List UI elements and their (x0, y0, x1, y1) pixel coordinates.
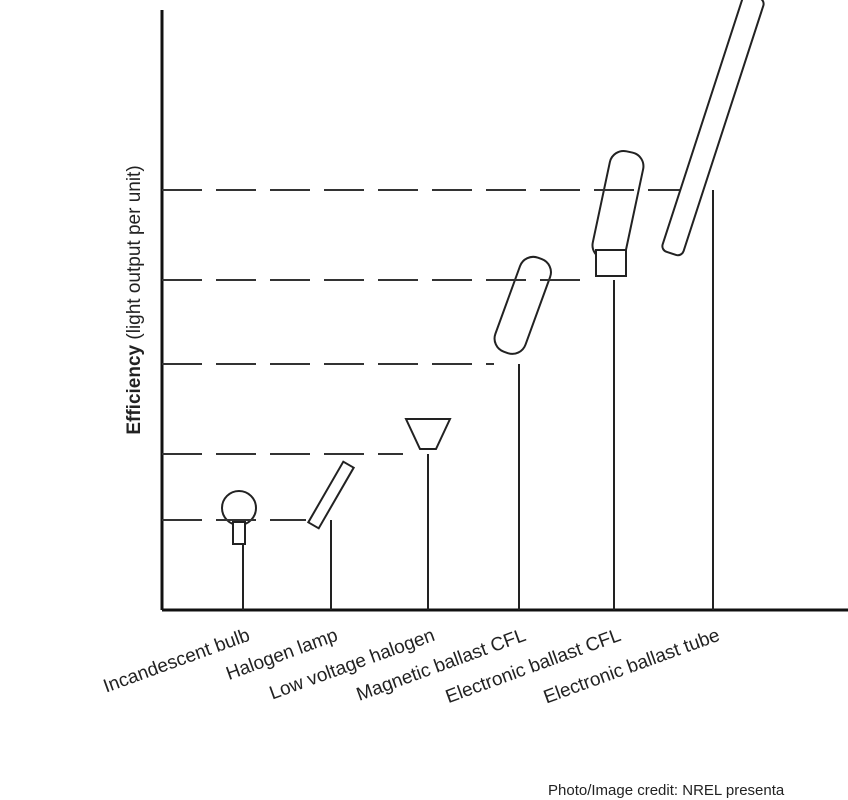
x-tick-label: Electronic ballast tube (541, 625, 723, 708)
x-tick-label: Electronic ballast CFL (443, 625, 624, 708)
lamp-icon (491, 253, 555, 358)
lamp-icon (308, 462, 353, 529)
lamp-icon (590, 148, 646, 263)
y-axis-label: Efficiency (light output per unit) (124, 165, 145, 434)
credit: Photo/Image credit: NREL presenta (548, 782, 785, 799)
y-axis-label-bold: Efficiency (124, 344, 145, 434)
y-axis-label-rest: (light output per unit) (124, 165, 145, 339)
lamp-icon (596, 250, 626, 276)
lamp-icon (233, 522, 245, 544)
x-tick-label: Incandescent bulb (101, 625, 253, 697)
chart: Efficiency (light output per unit) Photo… (0, 0, 848, 800)
lamp-icon (406, 419, 450, 449)
